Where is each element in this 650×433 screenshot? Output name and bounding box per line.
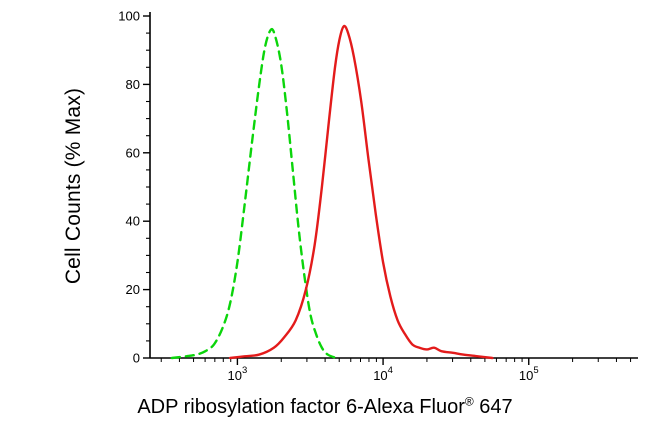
y-tick-label: 80 xyxy=(126,77,140,92)
x-axis-title: ADP ribosylation factor 6-Alexa Fluor® 6… xyxy=(0,394,650,419)
antibody-red-solid-curve xyxy=(228,24,494,360)
y-tick-label: 20 xyxy=(126,282,140,297)
y-tick-label: 60 xyxy=(126,145,140,160)
x-tick-label: 103 xyxy=(228,365,248,383)
y-axis-ticks: 0 20 40 60 80 100 xyxy=(118,9,150,366)
x-tick-label: 105 xyxy=(519,365,539,383)
x-tick-label: 104 xyxy=(373,365,393,383)
registered-trademark-symbol: ® xyxy=(464,394,474,409)
x-axis-title-prefix: ADP ribosylation factor 6-Alexa Fluor xyxy=(137,396,465,418)
control-green-dashed-curve xyxy=(170,28,338,360)
y-tick-label: 40 xyxy=(126,214,140,229)
y-axis-label-text: Cell Counts (% Max) xyxy=(62,87,85,285)
y-tick-label: 100 xyxy=(118,9,140,24)
x-axis-title-suffix: 647 xyxy=(473,396,513,418)
y-tick-label: 0 xyxy=(133,351,140,366)
x-axis-ticks: 103 104 105 xyxy=(160,358,632,383)
